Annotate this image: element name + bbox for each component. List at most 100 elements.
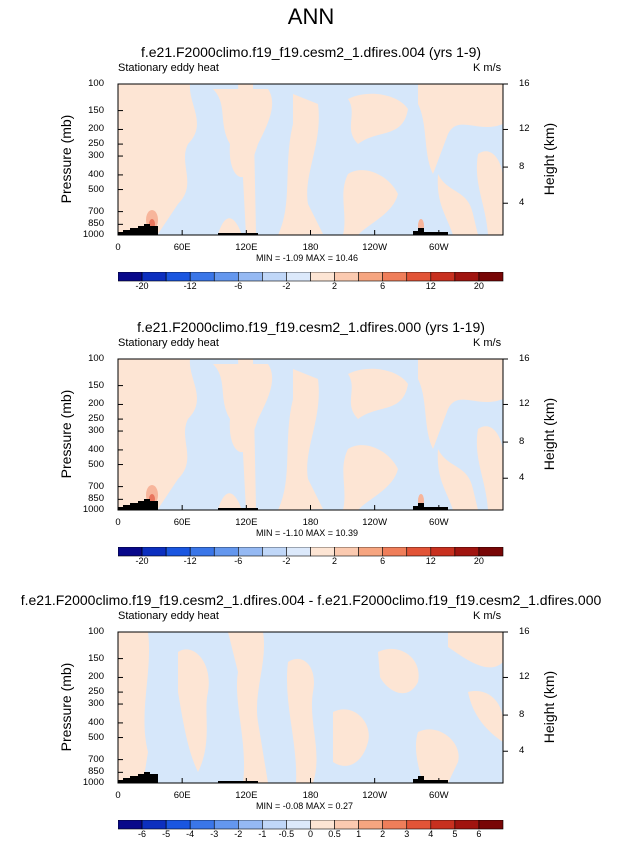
warm-contour-region xyxy=(348,368,408,419)
colorbar-swatch xyxy=(213,271,239,282)
colorbar-tick-label: 0 xyxy=(307,829,313,839)
contour-plot xyxy=(117,358,508,511)
pressure-tick-label: 200 xyxy=(88,398,104,410)
colorbar-tick-label: -6 xyxy=(234,556,243,566)
colorbar-swatch xyxy=(382,271,408,282)
longitude-tick-label: 120W xyxy=(362,790,388,801)
colorbar-tick-label: -20 xyxy=(135,556,149,566)
topography-mask xyxy=(118,224,158,235)
warm-contour-region xyxy=(286,658,317,783)
warm-contour-region xyxy=(238,359,256,510)
longitude-tick-label: 120E xyxy=(235,242,258,253)
pressure-tick-label: 300 xyxy=(88,150,104,162)
warm-contour-region xyxy=(418,84,503,174)
variable-label: Stationary eddy heat xyxy=(118,610,219,622)
pressure-tick-label: 250 xyxy=(88,138,104,150)
pressure-tick-label: 700 xyxy=(88,480,104,492)
topography-mask xyxy=(218,781,258,783)
colorbar-tick-label: -3 xyxy=(210,829,219,839)
pressure-tick-label: 200 xyxy=(88,123,104,135)
colorbar-tick-label: -2 xyxy=(234,829,243,839)
warm-contour-region xyxy=(378,648,419,694)
panel-title: f.e21.F2000climo.f19_f19.cesm2_1.dfires.… xyxy=(140,44,482,60)
topography-mask xyxy=(118,499,158,510)
pressure-tick-label: 400 xyxy=(88,443,104,455)
colorbar-swatch xyxy=(238,271,263,282)
pressure-tick-label: 500 xyxy=(88,458,104,470)
topography-mask xyxy=(218,508,258,510)
longitude-tick-label: 180 xyxy=(302,242,319,253)
pressure-tick-label: 1000 xyxy=(82,504,104,515)
colorbar-swatch xyxy=(165,819,191,830)
colorbar-swatch xyxy=(141,546,167,557)
colorbar-swatch xyxy=(478,546,504,557)
warm-contour-region xyxy=(437,449,478,510)
colorbar-swatch xyxy=(165,546,191,557)
colorbar xyxy=(117,817,504,835)
colorbar-swatch xyxy=(478,819,504,830)
colorbar-swatch xyxy=(189,546,215,557)
colorbar-tick-label: 0.5 xyxy=(328,829,341,839)
colorbar-swatch xyxy=(454,819,480,830)
warm-contour-region xyxy=(218,493,242,510)
height-tick-label: 8 xyxy=(519,709,525,721)
colorbar-swatch xyxy=(334,271,359,282)
warm-contour-region xyxy=(278,369,323,510)
panel-title: f.e21.F2000climo.f19_f19.cesm2_1.dfires.… xyxy=(20,592,602,608)
colorbar-swatch xyxy=(358,271,383,282)
longitude-tick-label: 0 xyxy=(115,242,121,253)
colorbar-swatch xyxy=(454,546,480,557)
pressure-tick-label: 300 xyxy=(88,698,104,710)
pressure-tick-label: 250 xyxy=(88,686,104,698)
variable-label: Stationary eddy heat xyxy=(118,62,219,74)
colorbar-tick-label: -12 xyxy=(183,281,197,291)
colorbar-tick-label: 2 xyxy=(332,556,338,566)
height-tick-label: 16 xyxy=(519,78,530,89)
longitude-tick-label: 60W xyxy=(429,790,449,801)
colorbar xyxy=(117,544,504,562)
colorbar-tick-label: -1 xyxy=(258,829,267,839)
min-max-label: MIN = -1.09 MAX = 10.46 xyxy=(256,253,359,263)
warm-contour-region xyxy=(278,94,323,235)
colorbar-tick-label: -20 xyxy=(135,281,149,291)
pressure-tick-label: 850 xyxy=(88,218,104,230)
y2-axis-label: Height (km) xyxy=(541,397,557,470)
colorbar-tick-label: -6 xyxy=(138,829,147,839)
colorbar-tick-label: 3 xyxy=(404,829,410,839)
longitude-tick-label: 60W xyxy=(429,517,449,528)
colorbar-swatch xyxy=(454,271,480,282)
colorbar-tick-label: 12 xyxy=(425,556,436,566)
colorbar-tick-label: -2 xyxy=(282,556,291,566)
pressure-tick-label: 400 xyxy=(88,168,104,180)
colorbar-swatch xyxy=(310,271,335,282)
colorbar-swatch xyxy=(406,271,432,282)
colorbar-tick-label: -12 xyxy=(183,556,197,566)
colorbar-tick-label: -2 xyxy=(282,281,291,291)
min-max-label: MIN = -1.10 MAX = 10.39 xyxy=(256,528,359,538)
colorbar-tick-label: 4 xyxy=(428,829,434,839)
pressure-tick-label: 250 xyxy=(88,413,104,425)
warm-contour-region xyxy=(418,359,503,449)
pressure-tick-label: 500 xyxy=(88,183,104,195)
pressure-tick-label: 1000 xyxy=(82,229,104,240)
colorbar-tick-label: -5 xyxy=(162,829,171,839)
longitude-tick-label: 60W xyxy=(429,242,449,253)
colorbar-swatch xyxy=(358,819,383,830)
colorbar-tick-label: -0.5 xyxy=(278,829,295,839)
y2-axis-label: Height (km) xyxy=(541,122,557,195)
warm-contour-region xyxy=(118,84,197,235)
warm-contour-region xyxy=(348,93,408,144)
pressure-tick-label: 850 xyxy=(88,493,104,505)
figure-title: ANN xyxy=(287,4,335,29)
colorbar-swatch xyxy=(141,271,167,282)
warm-contour-region xyxy=(468,691,503,742)
warm-contour-region xyxy=(118,632,150,783)
height-tick-label: 12 xyxy=(519,123,530,135)
pressure-tick-label: 200 xyxy=(88,671,104,683)
colorbar-swatch xyxy=(117,819,143,830)
colorbar-swatch xyxy=(213,546,239,557)
pressure-tick-label: 300 xyxy=(88,425,104,437)
colorbar-swatch xyxy=(262,819,287,830)
colorbar-swatch xyxy=(478,271,504,282)
colorbar-swatch xyxy=(262,271,287,282)
